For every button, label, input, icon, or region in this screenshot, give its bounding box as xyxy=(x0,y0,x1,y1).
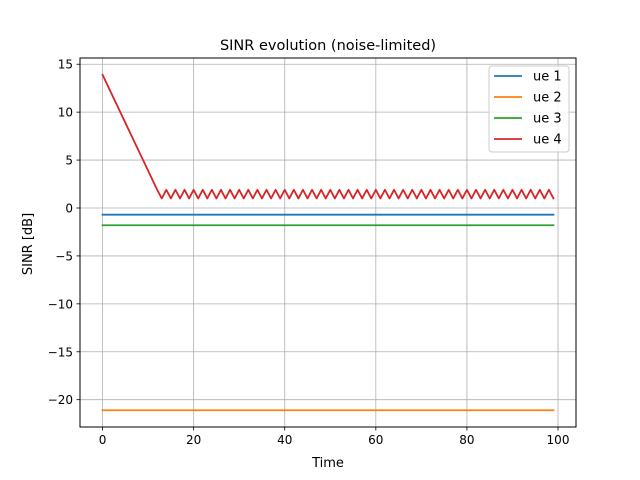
y-tick-label: −10 xyxy=(48,297,73,311)
x-tick-label: 80 xyxy=(459,433,474,447)
y-tick-label: −15 xyxy=(48,345,73,359)
y-tick-label: −5 xyxy=(55,249,73,263)
legend-frame xyxy=(488,65,570,153)
x-tick-label: 0 xyxy=(99,433,107,447)
x-tick-label: 100 xyxy=(547,433,570,447)
x-tick-label: 20 xyxy=(186,433,201,447)
grid xyxy=(80,58,576,427)
legend-label-ue-1: ue 1 xyxy=(533,70,562,85)
legend: ue 1 ue 2 ue 3 ue 4 xyxy=(488,65,570,153)
chart-title: SINR evolution (noise-limited) xyxy=(220,38,436,54)
y-tick-label: 10 xyxy=(58,106,73,120)
plot-series xyxy=(101,73,555,412)
x-tick-label: 40 xyxy=(277,433,292,447)
x-axis-label: Time xyxy=(311,456,344,471)
legend-label-ue-3: ue 3 xyxy=(533,112,562,127)
y-tick-label: −20 xyxy=(48,393,73,407)
legend-label-ue-4: ue 4 xyxy=(533,133,562,148)
y-axis-label: SINR [dB] xyxy=(21,213,36,275)
plot-frame xyxy=(79,57,577,428)
y-tick-label: 5 xyxy=(65,154,73,168)
y-tick-label: 15 xyxy=(58,58,73,72)
axis-ticks: 0 20 40 60 80 100 −20 −15 −10 −5 0 5 10 15 xyxy=(48,58,570,447)
series-line-ue-4 xyxy=(101,73,555,200)
legend-label-ue-2: ue 2 xyxy=(533,91,562,106)
y-tick-label: 0 xyxy=(65,201,73,215)
x-tick-label: 60 xyxy=(368,433,383,447)
